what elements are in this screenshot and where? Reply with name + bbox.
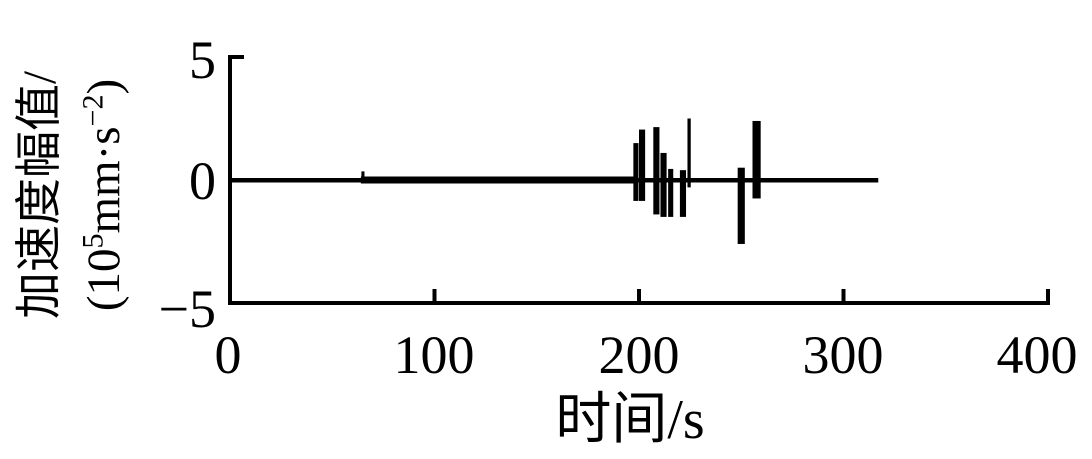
- x-axis-title: 时间/s: [555, 389, 705, 451]
- ytick-label-5: 5: [189, 30, 216, 90]
- ytick-label-0: 0: [189, 151, 216, 211]
- xtick-label-300: 300: [802, 325, 884, 385]
- xtick-label-100: 100: [393, 325, 475, 385]
- y-axis-title-line2: (105mm·s−2): [76, 78, 130, 312]
- y-axis-title: 加速度幅值/ (105mm·s−2): [8, 71, 136, 319]
- y-axis-title-line1: 加速度幅值/: [14, 70, 66, 320]
- ytick-label-minus5: −5: [158, 279, 216, 339]
- xtick-label-400: 400: [996, 325, 1078, 385]
- xtick-label-0: 0: [214, 325, 242, 385]
- xtick-label-200: 200: [598, 325, 680, 385]
